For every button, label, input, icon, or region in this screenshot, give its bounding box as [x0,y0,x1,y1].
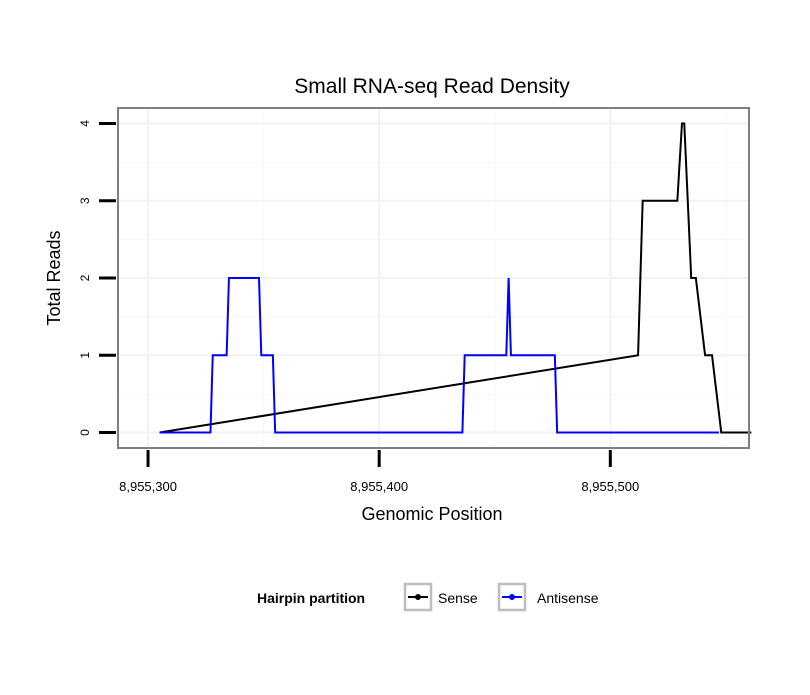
panel-border [117,107,750,449]
y-tick-label: 2 [78,274,92,281]
x-tick-label: 8,955,400 [350,479,408,494]
y-tick-label: 0 [78,429,92,436]
x-axis-label: Genomic Position [361,504,502,524]
y-tick-label: 1 [78,352,92,359]
y-tick-label: 3 [78,197,92,204]
series-line-antisense [159,277,719,434]
chart-title: Small RNA-seq Read Density [294,75,570,98]
y-axis-label: Total Reads [44,230,64,325]
x-tick-label: 8,955,300 [119,479,177,494]
legend-title: Hairpin partition [257,590,365,606]
series-line-sense [159,122,752,434]
legend-key-sense-point [415,594,421,600]
legend: Hairpin partition Sense Antisense [257,582,599,612]
plot-panel [117,107,752,449]
legend-entry-sense: Sense [438,590,478,606]
legend-entry-antisense: Antisense [537,590,599,606]
legend-key-antisense-point [509,594,515,600]
x-tick-label: 8,955,500 [581,479,639,494]
y-tick-label: 4 [78,120,92,127]
